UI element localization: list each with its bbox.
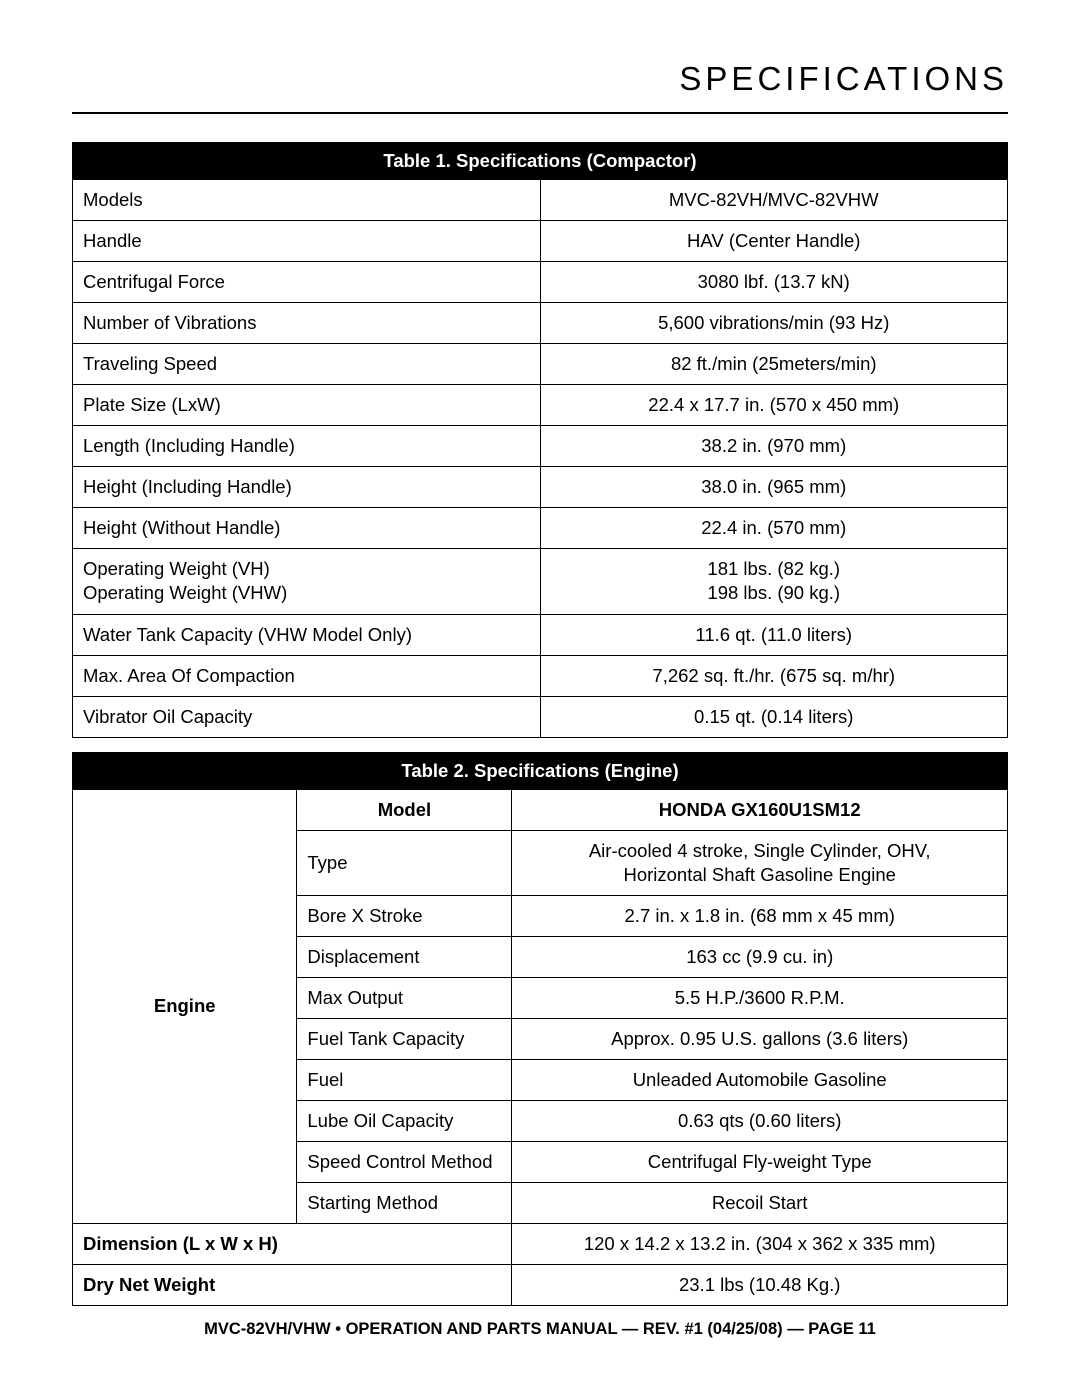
spec-value: 38.0 in. (965 mm) xyxy=(540,467,1008,508)
spec-label: Length (Including Handle) xyxy=(73,426,541,467)
spec-label: Traveling Speed xyxy=(73,344,541,385)
spec-label: Operating Weight (VH) Operating Weight (… xyxy=(73,549,541,614)
spec-label: Dry Net Weight xyxy=(73,1265,512,1306)
spec-value: MVC-82VH/MVC-82VHW xyxy=(540,180,1008,221)
table-row: Water Tank Capacity (VHW Model Only)11.6… xyxy=(73,614,1008,655)
table1-caption: Table 1. Specifications (Compactor) xyxy=(73,143,1008,180)
table-row: Vibrator Oil Capacity0.15 qt. (0.14 lite… xyxy=(73,696,1008,737)
spec-value: 22.4 in. (570 mm) xyxy=(540,508,1008,549)
spec-label: Fuel Tank Capacity xyxy=(297,1018,512,1059)
spec-value: Air-cooled 4 stroke, Single Cylinder, OH… xyxy=(512,830,1008,895)
engine-header-model-label: Model xyxy=(297,789,512,830)
spec-label: Speed Control Method xyxy=(297,1142,512,1183)
page-title: SPECIFICATIONS xyxy=(72,60,1008,98)
spec-label: Height (Including Handle) xyxy=(73,467,541,508)
spec-label: Lube Oil Capacity xyxy=(297,1101,512,1142)
engine-header-model-value: HONDA GX160U1SM12 xyxy=(512,789,1008,830)
spec-value: HAV (Center Handle) xyxy=(540,221,1008,262)
spec-value: Approx. 0.95 U.S. gallons (3.6 liters) xyxy=(512,1018,1008,1059)
spec-value: 11.6 qt. (11.0 liters) xyxy=(540,614,1008,655)
table-row: Centrifugal Force3080 lbf. (13.7 kN) xyxy=(73,262,1008,303)
spec-label: Centrifugal Force xyxy=(73,262,541,303)
table-row: ModelsMVC-82VH/MVC-82VHW xyxy=(73,180,1008,221)
title-rule xyxy=(72,112,1008,114)
spec-value: 5.5 H.P./3600 R.P.M. xyxy=(512,977,1008,1018)
table-row: HandleHAV (Center Handle) xyxy=(73,221,1008,262)
spec-label: Max. Area Of Compaction xyxy=(73,655,541,696)
spec-value: 7,262 sq. ft./hr. (675 sq. m/hr) xyxy=(540,655,1008,696)
table2-caption: Table 2. Specifications (Engine) xyxy=(73,752,1008,789)
spec-label: Number of Vibrations xyxy=(73,303,541,344)
spec-value: 38.2 in. (970 mm) xyxy=(540,426,1008,467)
spec-value: Unleaded Automobile Gasoline xyxy=(512,1059,1008,1100)
spec-value: Centrifugal Fly-weight Type xyxy=(512,1142,1008,1183)
spec-label: Handle xyxy=(73,221,541,262)
spec-value: 82 ft./min (25meters/min) xyxy=(540,344,1008,385)
spec-value: 120 x 14.2 x 13.2 in. (304 x 362 x 335 m… xyxy=(512,1224,1008,1265)
spec-label: Bore X Stroke xyxy=(297,895,512,936)
spec-value: 181 lbs. (82 kg.) 198 lbs. (90 kg.) xyxy=(540,549,1008,614)
spec-table-compactor: Table 1. Specifications (Compactor) Mode… xyxy=(72,142,1008,738)
table-row: Dimension (L x W x H)120 x 14.2 x 13.2 i… xyxy=(73,1224,1008,1265)
spec-label: Models xyxy=(73,180,541,221)
spec-label: Water Tank Capacity (VHW Model Only) xyxy=(73,614,541,655)
spec-label: Starting Method xyxy=(297,1183,512,1224)
spec-label: Displacement xyxy=(297,936,512,977)
table-row: Traveling Speed82 ft./min (25meters/min) xyxy=(73,344,1008,385)
spec-label: Max Output xyxy=(297,977,512,1018)
spec-label: Fuel xyxy=(297,1059,512,1100)
spec-value: 163 cc (9.9 cu. in) xyxy=(512,936,1008,977)
spec-value: 0.15 qt. (0.14 liters) xyxy=(540,696,1008,737)
table-row: Plate Size (LxW)22.4 x 17.7 in. (570 x 4… xyxy=(73,385,1008,426)
spec-label: Plate Size (LxW) xyxy=(73,385,541,426)
spec-value: 5,600 vibrations/min (93 Hz) xyxy=(540,303,1008,344)
table-row: Length (Including Handle)38.2 in. (970 m… xyxy=(73,426,1008,467)
table-row: Height (Without Handle)22.4 in. (570 mm) xyxy=(73,508,1008,549)
engine-group-label: Engine xyxy=(73,789,297,1224)
spec-value: 23.1 lbs (10.48 Kg.) xyxy=(512,1265,1008,1306)
table-row: Operating Weight (VH) Operating Weight (… xyxy=(73,549,1008,614)
spec-label: Vibrator Oil Capacity xyxy=(73,696,541,737)
spec-label: Height (Without Handle) xyxy=(73,508,541,549)
table-row: Max. Area Of Compaction7,262 sq. ft./hr.… xyxy=(73,655,1008,696)
table-row: Height (Including Handle)38.0 in. (965 m… xyxy=(73,467,1008,508)
spec-value: Recoil Start xyxy=(512,1183,1008,1224)
spec-table-engine: Table 2. Specifications (Engine) EngineM… xyxy=(72,752,1008,1307)
page-footer: MVC-82VH/VHW • OPERATION AND PARTS MANUA… xyxy=(72,1320,1008,1339)
table-row: EngineModelHONDA GX160U1SM12 xyxy=(73,789,1008,830)
spec-label: Type xyxy=(297,830,512,895)
spec-value: 2.7 in. x 1.8 in. (68 mm x 45 mm) xyxy=(512,895,1008,936)
spec-label: Dimension (L x W x H) xyxy=(73,1224,512,1265)
table-row: Number of Vibrations5,600 vibrations/min… xyxy=(73,303,1008,344)
spec-value: 3080 lbf. (13.7 kN) xyxy=(540,262,1008,303)
spec-value: 22.4 x 17.7 in. (570 x 450 mm) xyxy=(540,385,1008,426)
spec-value: 0.63 qts (0.60 liters) xyxy=(512,1101,1008,1142)
table-row: Dry Net Weight23.1 lbs (10.48 Kg.) xyxy=(73,1265,1008,1306)
